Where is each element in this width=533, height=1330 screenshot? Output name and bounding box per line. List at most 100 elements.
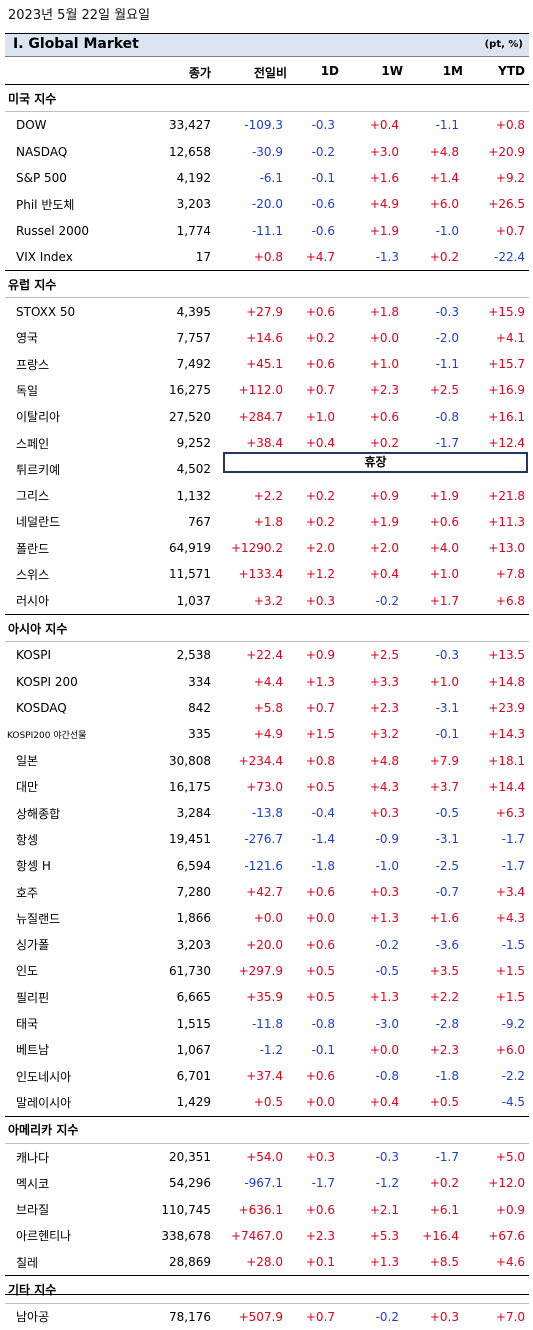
change-value: +2.3 — [429, 1042, 459, 1057]
change-value: +0.6 — [429, 514, 459, 529]
index-name: KOSPI200 야간선물 — [7, 730, 87, 741]
change-value: -0.1 — [311, 171, 335, 186]
section-label: 아시아 지수 — [5, 613, 530, 643]
index-name: NASDAQ — [16, 144, 68, 159]
index-name: 뉴질랜드 — [16, 911, 61, 926]
change-value: -121.6 — [244, 858, 283, 873]
change-value: +1.5 — [495, 963, 526, 978]
change-value: -967.1 — [244, 1176, 283, 1191]
change-value: -1.7 — [435, 1150, 459, 1165]
change-value: +7.9 — [429, 753, 459, 768]
change-value: +0.4 — [369, 1095, 399, 1110]
change-value: +0.4 — [369, 118, 399, 133]
index-name: 이탈리아 — [16, 410, 61, 425]
close-value: 1,774 — [176, 223, 211, 238]
change-value: +0.3 — [305, 1150, 335, 1165]
change-value: +0.2 — [305, 514, 335, 529]
change-value: -0.1 — [435, 727, 459, 742]
table-row: NASDAQ 12,658 -30.9 -0.2 +3.0 +4.8 +20.9 — [5, 139, 529, 165]
table-row: 독일 16,275 +112.0 +0.7 +2.3 +2.5 +16.9 — [5, 377, 529, 403]
index-name: S&P 500 — [16, 171, 67, 186]
change-value: +2.0 — [305, 541, 335, 556]
change-value: -0.5 — [375, 963, 399, 978]
close-value: 4,502 — [176, 462, 211, 477]
change-value: +1.0 — [369, 357, 399, 372]
change-value: +1.6 — [369, 171, 399, 186]
change-value: +0.2 — [305, 488, 335, 503]
change-value: +42.7 — [246, 885, 283, 900]
change-value: -0.8 — [375, 1069, 399, 1084]
change-value: +0.0 — [369, 1042, 399, 1057]
col-1w: 1W — [381, 64, 403, 78]
change-value: +45.1 — [246, 357, 283, 372]
table-row: 베트남 1,067 -1.2 -0.1 +0.0 +2.3 +6.0 — [5, 1037, 529, 1063]
index-name: 브라질 — [16, 1203, 50, 1218]
change-value: +16.4 — [422, 1228, 459, 1243]
table-row: 인도 61,730 +297.9 +0.5 -0.5 +3.5 +1.5 — [5, 958, 529, 984]
change-value: +3.2 — [253, 593, 283, 608]
change-value: -4.5 — [501, 1095, 526, 1110]
change-value: +0.0 — [369, 330, 399, 345]
change-value: +2.3 — [305, 1228, 335, 1243]
table-row: 싱가폴 3,203 +20.0 +0.6 -0.2 -3.6 -1.5 — [5, 932, 529, 958]
change-value: -0.1 — [311, 1042, 335, 1057]
close-value: 4,395 — [176, 304, 211, 319]
change-value: +2.1 — [369, 1202, 399, 1217]
change-value: +0.5 — [305, 963, 335, 978]
change-value: -0.6 — [311, 223, 335, 238]
holiday-badge: 휴장 — [223, 452, 528, 473]
market-report: 2023년 5월 22일 월요일 Ⅰ. Global Market (pt, %… — [5, 8, 530, 1324]
col-change: 전일비 — [253, 66, 287, 80]
change-value: +38.4 — [246, 436, 283, 450]
change-value: +9.2 — [495, 171, 526, 186]
close-value: 7,280 — [176, 885, 211, 900]
table-row: Phil 반도체 3,203 -20.0 -0.6 +4.9 +6.0 +26.5 — [5, 191, 529, 217]
change-value: -1.1 — [435, 357, 459, 372]
change-value: +0.5 — [429, 1095, 459, 1110]
change-value: +37.4 — [246, 1069, 283, 1084]
section-header: 기타 지수 — [5, 1275, 530, 1304]
table-row: 스페인 9,252 +38.4 +0.4 +0.2 -1.7 +12.4 — [5, 430, 529, 456]
change-value: +0.4 — [305, 436, 335, 450]
index-name: 대만 — [16, 780, 39, 795]
market-table: 미국 지수 DOW 33,427 -109.3 -0.3 +0.4 -1.1 +0.8 NASD… — [5, 85, 530, 1330]
change-value: +0.3 — [369, 806, 399, 821]
change-value: +14.8 — [488, 674, 526, 689]
change-value: +1.0 — [305, 409, 335, 424]
change-value: +0.6 — [305, 1069, 335, 1084]
change-value: -0.4 — [311, 806, 335, 821]
index-name: KOSDAQ — [16, 700, 67, 715]
change-value: +0.2 — [429, 1176, 459, 1191]
table-row: 태국 1,515 -11.8 -0.8 -3.0 -2.8 -9.2 — [5, 1010, 529, 1036]
change-value: -0.9 — [375, 832, 399, 847]
close-value: 334 — [188, 674, 211, 689]
change-value: +15.9 — [488, 304, 526, 319]
change-value: -11.1 — [251, 223, 283, 238]
change-value: -11.8 — [251, 1016, 283, 1031]
change-value: +35.9 — [246, 990, 283, 1005]
table-row: KOSPI 2,538 +22.4 +0.9 +2.5 -0.3 +13.5 — [5, 642, 529, 669]
change-value: -1.8 — [311, 858, 335, 873]
index-name: 아르헨티나 — [16, 1229, 72, 1244]
index-name: KOSPI — [16, 648, 52, 663]
index-name: 남아공 — [16, 1310, 50, 1325]
change-value: -2.5 — [435, 858, 459, 873]
change-value: +2.5 — [429, 383, 459, 398]
close-value: 1,037 — [176, 593, 211, 608]
close-value: 4,192 — [176, 171, 211, 186]
change-value: +4.3 — [369, 779, 399, 794]
table-row: KOSDAQ 842 +5.8 +0.7 +2.3 -3.1 +23.9 — [5, 695, 529, 721]
change-value: -276.7 — [244, 832, 283, 847]
change-value: -0.2 — [375, 1309, 399, 1324]
table-row: 상해종합 3,284 -13.8 -0.4 +0.3 -0.5 +6.3 — [5, 800, 529, 826]
close-value: 20,351 — [169, 1150, 211, 1165]
close-value: 33,427 — [169, 118, 211, 133]
table-row: S&P 500 4,192 -6.1 -0.1 +1.6 +1.4 +9.2 — [5, 165, 529, 191]
close-value: 1,866 — [176, 911, 211, 926]
change-value: +3.0 — [369, 144, 399, 159]
change-value: +0.4 — [369, 567, 399, 582]
index-name: 싱가폴 — [16, 938, 50, 953]
change-value: +5.0 — [495, 1150, 526, 1165]
change-value: +0.3 — [429, 1309, 459, 1324]
change-value: +636.1 — [238, 1202, 283, 1217]
